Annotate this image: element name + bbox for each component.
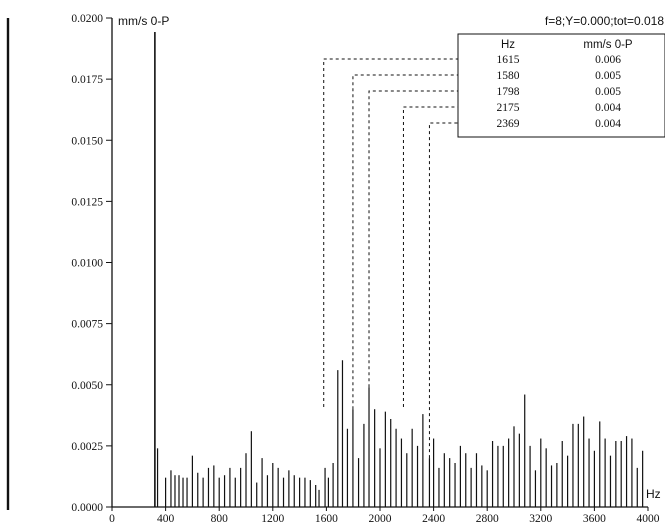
peak-leader-line <box>352 74 458 410</box>
peak-table-frame <box>457 33 665 138</box>
y-axis-unit-label: mm/s 0-P <box>118 14 169 28</box>
peak-table-cell: 0.005 <box>595 86 621 98</box>
x-tick-label: 1600 <box>315 513 338 525</box>
peak-leader-line <box>402 106 458 407</box>
y-tick-label: 0.0100 <box>71 258 103 270</box>
peak-table-cell: 0.006 <box>595 54 621 66</box>
y-tick-label: 0.0125 <box>71 196 103 208</box>
x-tick-label: 3600 <box>583 513 606 525</box>
peak-table: Hz mm/s 0-P 1615 0.006 1580 0.005 1798 0.005 217… <box>457 33 665 138</box>
peak-table-cell: 1615 <box>497 54 520 66</box>
x-tick-label: 1200 <box>261 513 284 525</box>
peak-table-cell: 0.005 <box>595 70 621 82</box>
peak-leader-line <box>368 90 458 388</box>
peak-leader-line <box>323 58 458 407</box>
y-tick-label: 0.0050 <box>71 380 103 392</box>
peak-table-cell: 0.004 <box>595 118 621 130</box>
peak-table-cell: 1798 <box>497 86 520 98</box>
x-tick-label: 2400 <box>422 513 445 525</box>
status-readout: f=8;Y=0.000;tot=0.018 <box>545 14 664 28</box>
y-tick-label: 0.0025 <box>71 441 103 453</box>
y-tick-label: 0.0200 <box>71 13 103 25</box>
x-tick-label: 3200 <box>529 513 552 525</box>
x-tick-label: 0 <box>109 513 115 525</box>
y-tick-label: 0.0075 <box>71 319 103 331</box>
x-tick-label: 2000 <box>369 513 392 525</box>
y-axis-ticks: 0.0000 0.0025 0.0050 0.0075 0.0100 0.0125 0.01… <box>71 13 112 514</box>
peak-table-header: Hz <box>501 39 515 51</box>
peak-table-header: mm/s 0-P <box>583 39 633 51</box>
peak-leader-lines <box>323 58 458 459</box>
y-tick-label: 0.0000 <box>71 502 103 514</box>
y-tick-label: 0.0175 <box>71 74 103 86</box>
spectrum-bars <box>156 360 644 507</box>
peak-table-cell: 0.004 <box>595 102 621 114</box>
x-axis-ticks: 0 400 800 1200 1600 2000 2400 2800 3200 3600 4000 <box>109 507 660 525</box>
x-axis-unit-label: Hz <box>646 487 661 501</box>
x-tick-label: 800 <box>211 513 229 525</box>
peak-table-cell: 2175 <box>497 102 520 114</box>
x-tick-label: 400 <box>157 513 175 525</box>
peak-table-cell: 2369 <box>497 118 520 130</box>
x-tick-label: 4000 <box>637 513 660 525</box>
peak-table-cell: 1580 <box>497 70 520 82</box>
peak-leader-line <box>428 122 458 459</box>
y-tick-label: 0.0150 <box>71 135 103 147</box>
x-tick-label: 2800 <box>476 513 499 525</box>
